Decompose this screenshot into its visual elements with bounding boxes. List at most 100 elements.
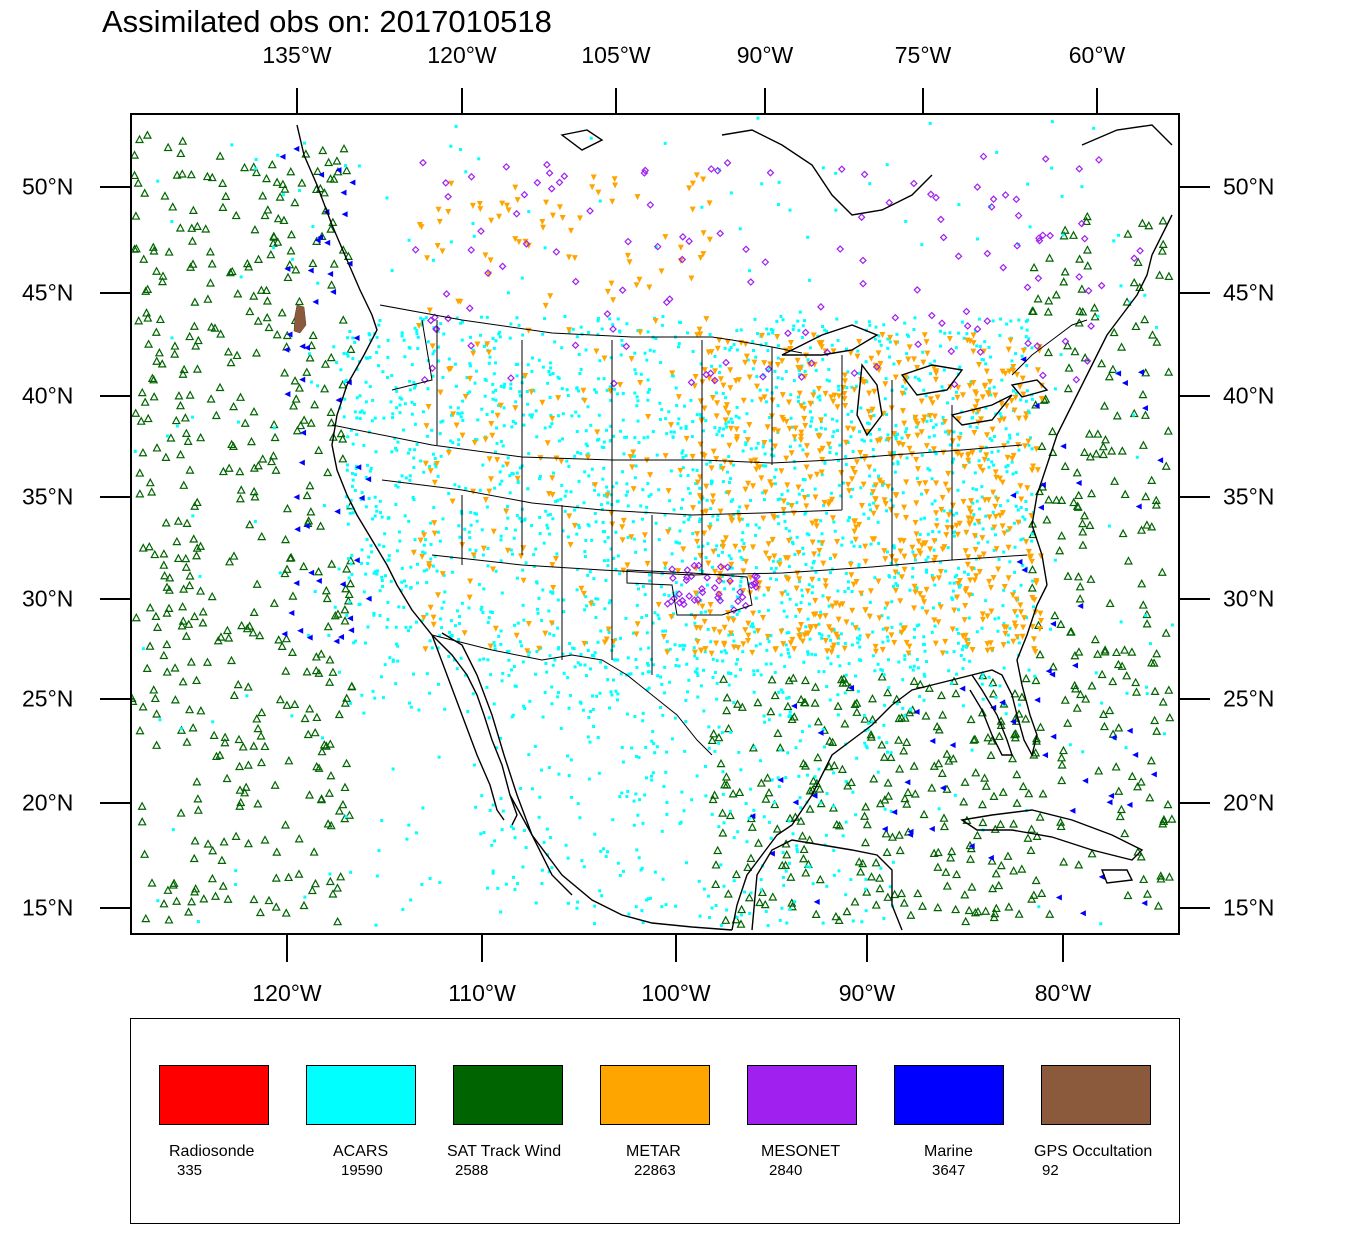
metar-obs [668,614,675,621]
sat-track-wind-obs [939,813,949,822]
acars-obs [832,873,836,877]
sat-track-wind-obs [1090,634,1100,644]
metar-obs [725,410,732,417]
acars-obs [732,463,736,467]
metar-obs [536,645,543,652]
metar-obs [882,381,889,388]
sat-track-wind-obs [1009,866,1019,875]
metar-obs [826,624,833,631]
acars-obs [343,397,347,401]
acars-obs [845,386,849,390]
metar-obs [830,642,837,649]
acars-obs [350,472,354,476]
acars-obs [854,320,858,324]
acars-obs [431,564,435,568]
metar-obs [791,434,798,441]
sat-track-wind-obs [721,915,731,924]
acars-obs [962,657,966,661]
acars-obs [643,351,647,355]
sat-track-wind-obs [887,832,897,841]
acars-obs [368,385,372,389]
metar-obs [872,648,879,655]
coastline-west [296,124,518,826]
sat-track-wind-obs [960,777,970,786]
sat-track-wind-obs [141,286,151,295]
acars-obs [583,470,587,474]
acars-obs [633,391,637,395]
marine-obs [1132,751,1139,758]
mesonet-obs [1075,164,1084,173]
acars-obs [394,682,398,686]
sat-track-wind-obs [965,854,975,863]
left-lat-label: 40°N [22,382,74,409]
metar-obs [992,503,999,510]
acars-obs [492,702,496,706]
acars-obs [651,729,655,733]
sat-track-wind-obs [996,860,1006,870]
acars-obs [975,426,979,430]
acars-obs [954,390,958,394]
right-lat-label: 30°N [1223,585,1275,612]
acars-obs [408,701,412,705]
metar-obs [882,501,889,508]
acars-obs [458,535,462,539]
acars-obs [585,604,589,608]
sat-track-wind-obs [1012,798,1022,807]
acars-obs [886,346,890,350]
marine-obs [791,703,798,710]
acars-obs [646,661,650,665]
acars-obs [892,362,896,366]
acars-obs [708,460,712,464]
acars-obs [271,246,275,250]
acars-obs [281,193,285,197]
acars-obs [890,600,894,604]
mesonet-obs [441,179,450,187]
acars-obs [625,712,629,716]
sat-track-wind-obs [164,585,174,594]
acars-obs [721,391,725,395]
acars-obs [376,364,380,368]
metar-obs [484,341,491,348]
acars-obs [561,529,565,533]
sat-track-wind-obs [147,878,157,887]
metar-obs [901,566,908,573]
acars-obs [547,532,551,536]
metar-obs [703,483,710,490]
metar-obs [512,405,519,412]
sat-track-wind-obs [1091,449,1101,458]
acars-obs [843,590,847,594]
sat-track-wind-obs [1011,729,1021,738]
acars-obs [896,584,900,588]
acars-obs [681,456,685,460]
acars-obs [691,349,695,353]
acars-obs [814,570,818,574]
sat-track-wind-obs [227,439,237,449]
acars-obs [428,639,432,643]
sat-track-wind-obs [713,845,723,855]
acars-obs [637,856,641,860]
sat-track-wind-obs [187,236,197,245]
acars-obs [494,339,498,343]
metar-obs [692,374,699,381]
acars-obs [577,523,581,527]
metar-obs [822,637,829,644]
metar-obs [750,483,757,490]
acars-obs [702,709,706,713]
metar-obs [831,553,838,560]
legend-count-radiosonde: 335 [177,1162,203,1179]
acars-obs [882,916,886,920]
metar-obs [748,458,755,465]
acars-obs [812,559,816,563]
acars-obs [421,806,425,810]
sat-track-wind-obs [152,356,162,365]
acars-obs [408,448,412,452]
acars-obs [551,663,555,667]
acars-obs [619,353,623,357]
acars-obs [735,658,739,662]
metar-obs [968,498,975,505]
acars-obs [889,561,893,565]
sat-track-wind-obs [305,480,315,490]
acars-obs [911,550,915,554]
acars-obs [729,191,733,195]
acars-obs [587,524,591,528]
